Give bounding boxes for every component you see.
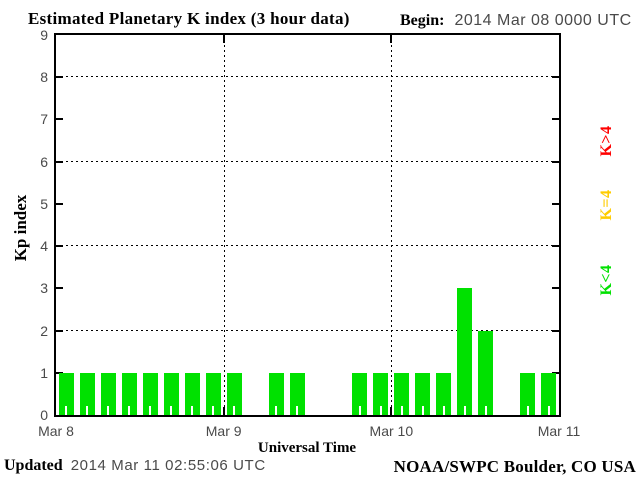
- kp-bar: [541, 372, 557, 415]
- gridline-day-1: [223, 35, 225, 415]
- source-credit: NOAA/SWPC Boulder, CO USA: [393, 457, 636, 476]
- y-tick-right: [552, 118, 559, 121]
- begin-label: Begin:: [400, 12, 445, 29]
- updated-label: Updated: [4, 457, 63, 474]
- plot-area: [54, 33, 561, 417]
- y-tick-left: [56, 287, 63, 290]
- gridline-y-2: [56, 329, 559, 331]
- kp-bar: [58, 372, 74, 415]
- x-tick-top: [390, 35, 393, 43]
- y-tick-right: [552, 287, 559, 290]
- minor-tick-notch: [275, 406, 278, 415]
- y-tick-right: [552, 160, 559, 163]
- x-tick-bottom: [222, 407, 225, 415]
- legend-label-1: K=4: [598, 189, 615, 221]
- kp-bar: [478, 330, 494, 415]
- x-tick-label-mar-8: Mar 8: [38, 423, 74, 439]
- minor-tick-notch: [191, 406, 194, 415]
- y-tick-left: [56, 118, 63, 121]
- y-tick-label-2: 2: [40, 322, 48, 339]
- minor-tick-notch: [421, 406, 424, 415]
- kp-bar: [163, 372, 179, 415]
- y-tick-label-3: 3: [40, 280, 48, 297]
- legend-label-2: K<4: [598, 264, 615, 296]
- y-tick-left: [56, 160, 63, 163]
- y-tick-right: [552, 202, 559, 205]
- y-tick-left: [56, 329, 63, 332]
- y-tick-left: [56, 245, 63, 248]
- y-tick-left: [56, 76, 63, 79]
- minor-tick-notch: [442, 406, 445, 415]
- begin-annotation: Begin: 2014 Mar 08 0000 UTC: [400, 12, 632, 30]
- minor-tick-notch: [463, 406, 466, 415]
- y-tick-left: [56, 371, 63, 374]
- kp-bar: [373, 372, 389, 415]
- y-tick-right: [552, 371, 559, 374]
- minor-tick-notch: [400, 406, 403, 415]
- minor-tick-notch: [547, 406, 550, 415]
- minor-tick-notch: [233, 406, 236, 415]
- minor-tick-notch: [358, 406, 361, 415]
- updated-line: Updated 2014 Mar 11 02:55:06 UTC: [4, 457, 266, 475]
- y-tick-label-9: 9: [40, 27, 48, 43]
- minor-tick-notch: [86, 406, 89, 415]
- x-tick-label-mar-10: Mar 10: [369, 423, 414, 439]
- y-tick-label-8: 8: [40, 69, 48, 86]
- kp-bar: [268, 372, 284, 415]
- kp-bar: [121, 372, 137, 415]
- y-tick-label-5: 5: [40, 195, 48, 212]
- x-axis-title: Universal Time: [257, 440, 357, 456]
- legend-label-0: K>4: [598, 125, 615, 157]
- kp-bar: [415, 372, 431, 415]
- minor-tick-notch: [65, 406, 68, 415]
- x-tick-label-mar-11: Mar 11: [537, 423, 581, 439]
- kp-bar: [436, 372, 452, 415]
- minor-tick-notch: [128, 406, 131, 415]
- x-tick-top: [222, 35, 225, 43]
- y-tick-right: [552, 76, 559, 79]
- begin-value: 2014 Mar 08 0000 UTC: [454, 12, 632, 29]
- gridline-y-6: [56, 160, 559, 162]
- updated-timestamp: 2014 Mar 11 02:55:06 UTC: [70, 457, 266, 474]
- y-tick-label-7: 7: [40, 111, 48, 128]
- kp-bar: [100, 372, 116, 415]
- kp-bar: [394, 372, 410, 415]
- minor-tick-notch: [484, 406, 487, 415]
- x-tick-bottom: [390, 407, 393, 415]
- chart-title: Estimated Planetary K index (3 hour data…: [28, 9, 350, 28]
- gridline-y-4: [56, 245, 559, 247]
- minor-tick-notch: [170, 406, 173, 415]
- minor-tick-notch: [107, 406, 110, 415]
- y-tick-label-0: 0: [40, 407, 48, 423]
- kp-bar: [352, 372, 368, 415]
- kp-bar: [289, 372, 305, 415]
- kp-bar: [457, 288, 473, 415]
- minor-tick-notch: [379, 406, 382, 415]
- y-tick-right: [552, 329, 559, 332]
- minor-tick-notch: [526, 406, 529, 415]
- y-tick-left: [56, 202, 63, 205]
- kp-bar: [205, 372, 221, 415]
- kp-bar: [520, 372, 536, 415]
- y-tick-right: [552, 245, 559, 248]
- kp-bar: [184, 372, 200, 415]
- kp-bar: [226, 372, 242, 415]
- minor-tick-notch: [296, 406, 299, 415]
- y-tick-label-6: 6: [40, 153, 48, 170]
- kp-bar: [142, 372, 158, 415]
- gridline-day-2: [391, 35, 393, 415]
- gridline-y-8: [56, 76, 559, 78]
- minor-tick-notch: [149, 406, 152, 415]
- y-tick-label-4: 4: [40, 238, 48, 255]
- minor-tick-notch: [212, 406, 215, 415]
- x-tick-label-mar-9: Mar 9: [205, 423, 242, 439]
- kp-bar: [79, 372, 95, 415]
- y-tick-label-1: 1: [40, 364, 48, 381]
